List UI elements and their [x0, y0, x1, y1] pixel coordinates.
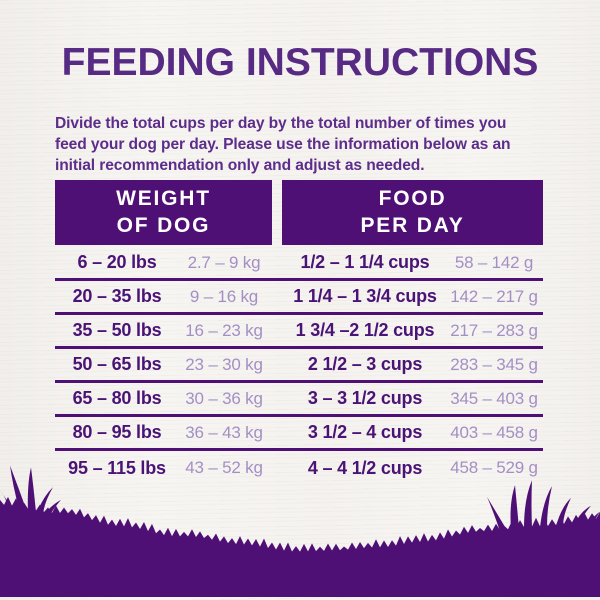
table-row: 65 – 80 lbs 30 – 36 kg 3 – 3 1/2 cups 34… [55, 383, 543, 417]
weight-lbs-cell: 65 – 80 lbs [72, 388, 162, 408]
table-row: 35 – 50 lbs 16 – 23 kg 1 3/4 –2 1/2 cups… [55, 315, 543, 349]
feeding-table: WEIGHT OF DOG FOOD PER DAY 6 – 20 lbs 2.… [55, 180, 543, 485]
food-cups-cell: 1/2 – 1 1/4 cups [300, 252, 430, 272]
food-cups-cell: 1 1/4 – 1 3/4 cups [293, 286, 437, 306]
weight-lbs-cell: 95 – 115 lbs [68, 457, 166, 478]
table-header: WEIGHT OF DOG FOOD PER DAY [55, 180, 543, 245]
grass-blade [574, 505, 591, 526]
table-row: 95 – 115 lbs 43 – 52 kg 4 – 4 1/2 cups 4… [55, 451, 543, 485]
food-grams-cell: 458 – 529 g [450, 458, 538, 477]
grass-blade [27, 467, 36, 514]
weight-kg-cell: 16 – 23 kg [185, 320, 263, 340]
weight-kg-cell: 23 – 30 kg [185, 354, 263, 374]
weight-kg-cell: 30 – 36 kg [185, 388, 263, 408]
table-row: 6 – 20 lbs 2.7 – 9 kg 1/2 – 1 1/4 cups 5… [55, 247, 543, 281]
weight-lbs-cell: 80 – 95 lbs [72, 422, 162, 442]
intro-text: Divide the total cups per day by the tot… [55, 115, 511, 174]
grass-blade [540, 486, 552, 528]
table-row: 80 – 95 lbs 36 – 43 kg 3 1/2 – 4 cups 40… [55, 417, 543, 451]
food-cups-cell: 4 – 4 1/2 cups [307, 457, 423, 478]
table-row: 20 – 35 lbs 9 – 16 kg 1 1/4 – 1 3/4 cups… [55, 281, 543, 315]
food-per-day-header: FOOD PER DAY [282, 180, 543, 245]
table-body: 6 – 20 lbs 2.7 – 9 kg 1/2 – 1 1/4 cups 5… [55, 247, 543, 485]
weight-kg-cell: 36 – 43 kg [185, 422, 263, 442]
grass-blade [10, 465, 27, 513]
food-cups-cell: 3 1/2 – 4 cups [307, 422, 423, 442]
grass-blade [524, 480, 532, 529]
weight-kg-cell: 9 – 16 kg [189, 286, 259, 306]
grass-blade [487, 496, 507, 532]
food-grams-cell: 142 – 217 g [450, 286, 538, 306]
food-cups-cell: 1 3/4 –2 1/2 cups [295, 320, 435, 340]
food-grams-cell: 217 – 283 g [450, 320, 538, 340]
page-title: FEEDING INSTRUCTIONS [61, 41, 539, 84]
grass-mound [0, 496, 600, 597]
weight-lbs-cell: 50 – 65 lbs [72, 354, 162, 374]
weight-lbs-cell: 6 – 20 lbs [77, 252, 157, 272]
food-cups-cell: 2 1/2 – 3 cups [307, 354, 423, 374]
food-grams-cell: 345 – 403 g [450, 388, 538, 408]
grass-blade [556, 497, 571, 527]
grass-blade [36, 487, 53, 517]
grass-blade [588, 511, 600, 525]
grass-blade [42, 499, 61, 519]
grass-blade [510, 485, 519, 530]
grass-silhouette [0, 465, 600, 597]
weight-kg-cell: 2.7 – 9 kg [187, 252, 261, 272]
weight-lbs-cell: 35 – 50 lbs [72, 320, 162, 340]
food-grams-cell: 283 – 345 g [450, 354, 538, 374]
weight-kg-cell: 43 – 52 kg [185, 458, 263, 477]
food-grams-cell: 58 – 142 g [454, 252, 534, 272]
weight-lbs-cell: 20 – 35 lbs [72, 286, 162, 306]
food-cups-cell: 3 – 3 1/2 cups [307, 388, 423, 408]
weight-of-dog-header: WEIGHT OF DOG [55, 180, 272, 245]
food-grams-cell: 403 – 458 g [450, 422, 538, 442]
table-row: 50 – 65 lbs 23 – 30 kg 2 1/2 – 3 cups 28… [55, 349, 543, 383]
